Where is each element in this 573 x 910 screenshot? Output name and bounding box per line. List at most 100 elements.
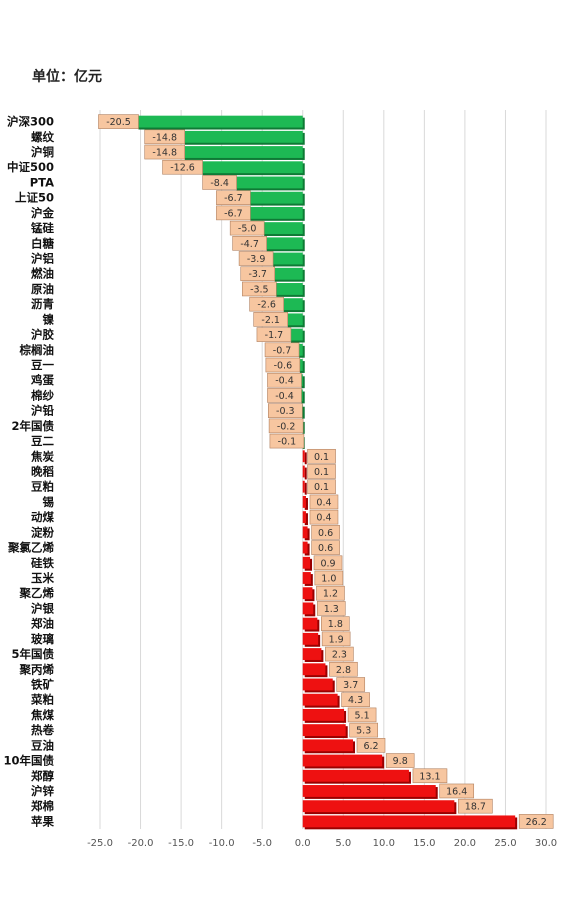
data-label-box — [439, 783, 475, 799]
category-label: 沪深300 — [7, 115, 54, 129]
x-tick-label: 10.0 — [373, 838, 395, 849]
data-label-box — [268, 418, 304, 434]
category-label: 燃油 — [30, 267, 54, 281]
data-label-box — [265, 357, 301, 373]
data-label-box — [229, 220, 265, 236]
data-label-box — [232, 236, 267, 251]
bar — [302, 663, 326, 676]
category-label: 沪铝 — [31, 252, 54, 266]
data-label: -0.7 — [273, 345, 292, 356]
data-label-box — [341, 692, 370, 707]
x-tick-label: 0.0 — [295, 838, 311, 849]
bar — [302, 678, 333, 691]
data-label-box — [202, 175, 237, 190]
data-label: 0.9 — [320, 558, 335, 569]
data-label-box — [216, 190, 251, 205]
data-label-box — [144, 144, 186, 160]
bar — [302, 815, 516, 828]
bar — [285, 313, 303, 326]
data-label-box — [249, 296, 284, 312]
data-label: 3.7 — [343, 680, 358, 691]
data-label: 1.8 — [328, 619, 343, 630]
data-label: 5.3 — [356, 726, 371, 737]
category-label: 郑醇 — [31, 769, 54, 783]
data-label: 0.4 — [316, 497, 331, 508]
data-label-box — [309, 494, 339, 510]
data-label-box — [98, 114, 139, 129]
bar-shadow — [304, 482, 307, 495]
data-label: -2.6 — [257, 300, 276, 311]
category-label: 豆油 — [31, 738, 54, 752]
data-label: -3.7 — [248, 269, 267, 280]
data-label: 13.1 — [419, 771, 440, 782]
data-label: 0.6 — [318, 543, 333, 554]
data-label-box — [162, 159, 203, 175]
bar — [302, 617, 318, 630]
data-label: 1.9 — [329, 634, 344, 645]
data-label-box — [336, 677, 366, 692]
data-label-box — [518, 814, 554, 829]
data-label-box — [311, 525, 340, 540]
data-label-box — [325, 646, 354, 662]
bar — [136, 115, 303, 128]
category-label: PTA — [30, 175, 54, 189]
bar-shadow — [304, 513, 308, 526]
data-label: -3.5 — [250, 284, 269, 295]
bar — [281, 298, 303, 311]
category-label: 动煤 — [31, 510, 54, 524]
category-label: 棉纱 — [31, 388, 54, 402]
bar — [297, 343, 303, 356]
bar — [302, 526, 308, 539]
bar — [302, 769, 409, 782]
category-label: 焦炭 — [30, 449, 54, 463]
data-label: 0.1 — [314, 482, 329, 493]
bar — [302, 511, 306, 524]
bar — [302, 602, 314, 615]
data-label: 4.3 — [348, 695, 363, 706]
category-label: 玻璃 — [31, 632, 54, 646]
data-label-box — [349, 722, 379, 738]
data-label: -0.1 — [278, 437, 297, 448]
data-label: 0.1 — [314, 452, 329, 463]
data-label-box — [321, 616, 350, 631]
data-label: -0.4 — [275, 391, 294, 402]
data-label: -3.9 — [247, 254, 266, 265]
data-label-box — [316, 585, 345, 601]
bar — [302, 556, 311, 569]
data-label-box — [144, 129, 186, 145]
data-label-box — [329, 661, 358, 677]
data-label-box — [238, 251, 274, 266]
bar — [302, 480, 305, 493]
unit-label: 单位：亿元 — [32, 69, 102, 85]
bar-shadow — [304, 467, 307, 480]
bar — [288, 328, 303, 341]
data-label: 0.4 — [316, 513, 331, 524]
data-label-box — [412, 768, 448, 784]
bar — [302, 739, 354, 752]
category-label: 硅铁 — [31, 556, 54, 570]
bar — [302, 785, 436, 797]
data-label: 1.3 — [324, 604, 339, 615]
bar — [248, 206, 303, 219]
category-label: 中证500 — [7, 160, 54, 174]
category-label: 沪锌 — [31, 784, 54, 798]
bar — [264, 237, 303, 250]
data-label: -0.6 — [274, 361, 293, 372]
data-label-box — [267, 372, 302, 388]
bar — [182, 146, 303, 158]
x-tick-label: 30.0 — [535, 838, 557, 849]
bar-shadow — [302, 406, 305, 419]
category-label: 沪铅 — [31, 404, 54, 418]
x-tick-label: 20.0 — [454, 838, 476, 849]
data-label: 1.0 — [321, 573, 336, 584]
category-label: 玉米 — [31, 571, 54, 585]
bar — [302, 800, 455, 813]
bar — [302, 572, 311, 584]
data-label-box — [240, 266, 276, 282]
data-label-box — [385, 753, 415, 768]
bar — [302, 648, 322, 660]
data-label-box — [347, 707, 377, 723]
bar — [200, 161, 303, 174]
data-label-box — [321, 631, 351, 647]
bar — [302, 495, 306, 508]
